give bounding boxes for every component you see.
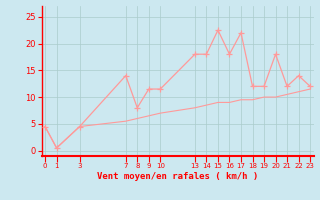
X-axis label: Vent moyen/en rafales ( km/h ): Vent moyen/en rafales ( km/h ): [97, 172, 258, 181]
